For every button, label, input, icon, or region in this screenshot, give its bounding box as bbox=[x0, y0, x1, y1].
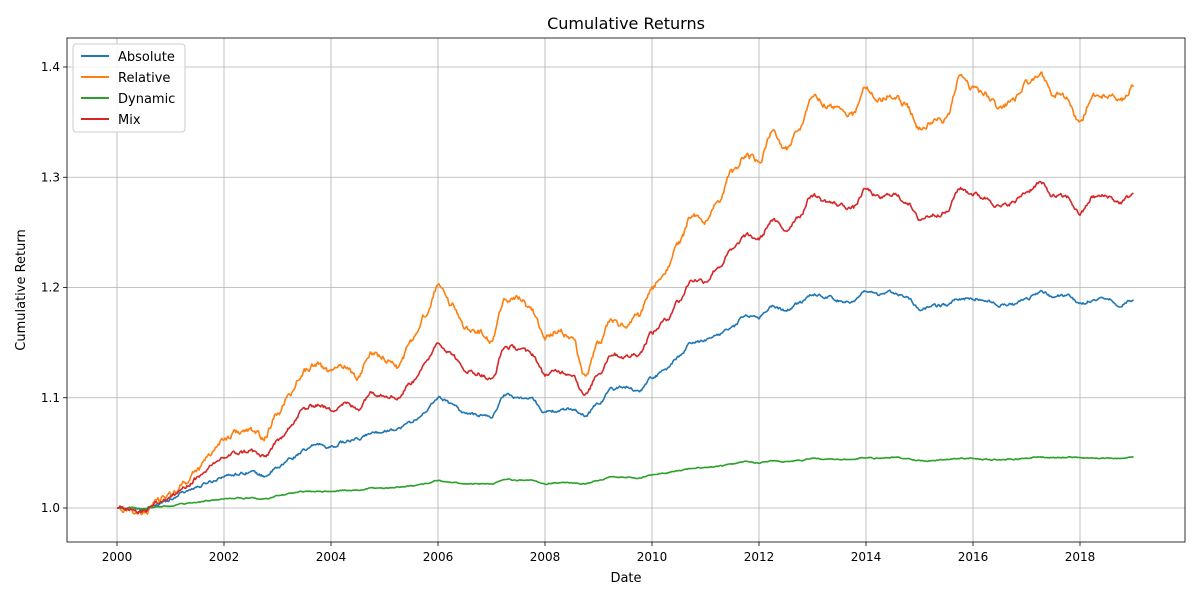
series-line-mix bbox=[117, 180, 1134, 515]
y-tick-label: 1.4 bbox=[41, 60, 60, 74]
y-tick-label: 1.1 bbox=[41, 391, 60, 405]
y-tick-label: 1.0 bbox=[41, 501, 60, 515]
x-tick-label: 2018 bbox=[1065, 550, 1096, 564]
x-tick-label: 2012 bbox=[744, 550, 775, 564]
series-line-dynamic bbox=[117, 456, 1134, 510]
series-line-relative bbox=[117, 71, 1135, 516]
plot-lines bbox=[117, 71, 1135, 516]
x-axis: 2000 2002 2004 2006 2008 2010 2012 2014 2016 2018 bbox=[102, 542, 1096, 564]
x-tick-label: 2016 bbox=[958, 550, 989, 564]
legend: Absolute Relative Dynamic Mix bbox=[72, 43, 186, 133]
x-axis-title: Date bbox=[610, 571, 641, 586]
legend-label: Relative bbox=[118, 71, 170, 86]
series-line-absolute bbox=[117, 289, 1135, 513]
legend-label: Absolute bbox=[118, 50, 175, 65]
x-tick-label: 2002 bbox=[209, 550, 240, 564]
legend-label: Dynamic bbox=[118, 92, 175, 107]
legend-label: Mix bbox=[118, 113, 141, 128]
chart-title: Cumulative Returns bbox=[547, 14, 705, 33]
legend-box bbox=[72, 43, 186, 133]
x-tick-label: 2006 bbox=[423, 550, 454, 564]
x-tick-label: 2014 bbox=[851, 550, 882, 564]
x-tick-label: 2008 bbox=[530, 550, 561, 564]
x-tick-label: 2000 bbox=[102, 550, 133, 564]
y-tick-label: 1.2 bbox=[41, 281, 60, 295]
y-tick-label: 1.3 bbox=[41, 170, 60, 184]
x-tick-label: 2004 bbox=[316, 550, 347, 564]
x-tick-label: 2010 bbox=[637, 550, 668, 564]
y-axis: 1.0 1.1 1.2 1.3 1.4 bbox=[41, 60, 67, 515]
plot-frame bbox=[66, 37, 1186, 543]
y-axis-title: Cumulative Return bbox=[14, 229, 29, 350]
